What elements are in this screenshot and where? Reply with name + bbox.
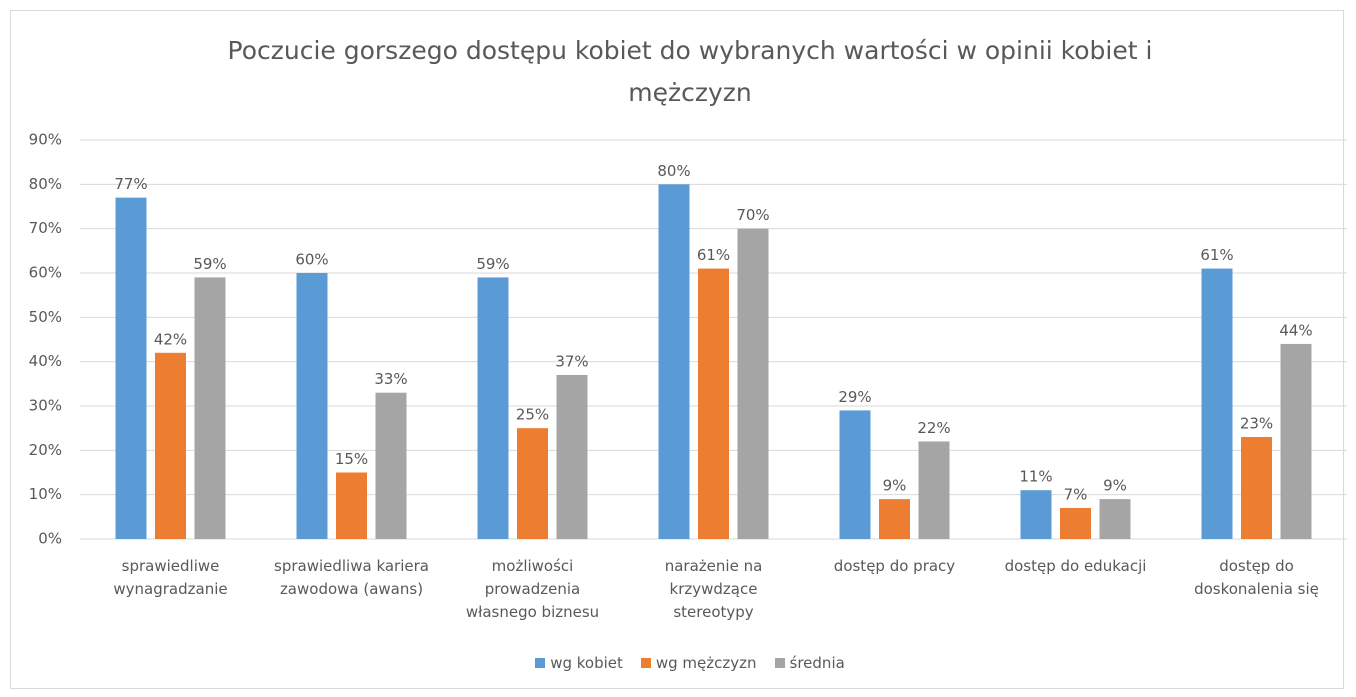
bar (698, 268, 729, 539)
bar (556, 374, 588, 539)
legend-swatch (640, 658, 651, 668)
data-label: 70% (736, 206, 769, 224)
x-tick-label: dostęp do pracy (833, 557, 956, 575)
bar (155, 352, 186, 539)
y-tick-label: 10% (29, 485, 62, 503)
bar (115, 197, 147, 539)
legend-item: wg kobiet (535, 654, 623, 672)
data-label: 9% (883, 477, 907, 495)
bar (1280, 343, 1312, 539)
x-tick-label: sprawiedliwe wynagradzanie (113, 557, 228, 598)
y-tick-label: 50% (29, 308, 62, 326)
data-label: 59% (476, 255, 509, 273)
x-tick-label: narażenie na krzywdzące stereotypy (664, 557, 763, 621)
chart-frame (10, 10, 1344, 689)
data-label: 61% (697, 246, 730, 264)
y-tick-label: 40% (29, 352, 62, 370)
x-tick-label: dostęp do doskonalenia się (1194, 557, 1319, 598)
data-label: 77% (114, 175, 147, 193)
bar (517, 428, 548, 539)
y-tick-label: 60% (29, 264, 62, 282)
legend-label: średnia (789, 654, 845, 672)
bar (737, 228, 769, 539)
bar (375, 392, 407, 539)
bar (1201, 268, 1233, 539)
bar (879, 499, 910, 539)
y-tick-label: 70% (29, 219, 62, 237)
data-label: 61% (1200, 246, 1233, 264)
bar (839, 410, 871, 539)
data-label: 60% (295, 251, 328, 269)
x-tick-label: sprawiedliwa kariera zawodowa (awans) (274, 557, 429, 598)
bar (918, 441, 950, 539)
data-label: 23% (1240, 415, 1273, 433)
legend-item: średnia (774, 654, 845, 672)
data-label: 33% (374, 370, 407, 388)
data-label: 7% (1064, 485, 1088, 503)
x-tick-label: możliwości prowadzenia własnego biznesu (465, 557, 600, 621)
legend-label: wg mężczyzn (655, 654, 757, 672)
y-tick-label: 90% (29, 131, 62, 149)
x-tick-label: dostęp do edukacji (1004, 557, 1147, 575)
bar (658, 184, 690, 540)
bar (1060, 507, 1091, 539)
chart-title: Poczucie gorszego dostępu kobiet do wybr… (227, 36, 1153, 107)
data-label: 25% (516, 406, 549, 424)
data-label: 37% (555, 352, 588, 370)
data-label: 29% (838, 388, 871, 406)
data-label: 11% (1019, 468, 1052, 486)
data-label: 42% (154, 330, 187, 348)
bar (1020, 490, 1052, 539)
legend-label: wg kobiet (550, 654, 623, 672)
y-tick-label: 20% (29, 441, 62, 459)
data-label: 44% (1279, 321, 1312, 339)
bar (336, 472, 367, 539)
bar (1099, 499, 1131, 539)
bar (477, 277, 509, 539)
data-label: 59% (193, 255, 226, 273)
bar (296, 273, 328, 539)
legend-swatch (774, 658, 785, 668)
bar (1241, 437, 1272, 539)
y-tick-label: 30% (29, 397, 62, 415)
y-tick-label: 80% (29, 175, 62, 193)
data-label: 9% (1103, 477, 1127, 495)
bar (194, 277, 226, 539)
legend: wg kobiet wg mężczyzn średnia (0, 654, 1356, 672)
data-label: 22% (917, 419, 950, 437)
legend-swatch (535, 658, 546, 668)
data-label: 80% (657, 162, 690, 180)
data-label: 15% (335, 450, 368, 468)
y-tick-label: 0% (38, 530, 62, 548)
legend-item: wg mężczyzn (640, 654, 757, 672)
